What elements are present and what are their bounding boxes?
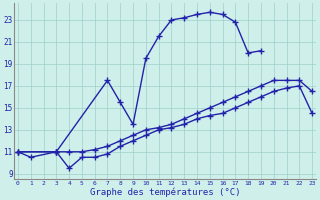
X-axis label: Graphe des températures (°C): Graphe des températures (°C): [90, 187, 240, 197]
